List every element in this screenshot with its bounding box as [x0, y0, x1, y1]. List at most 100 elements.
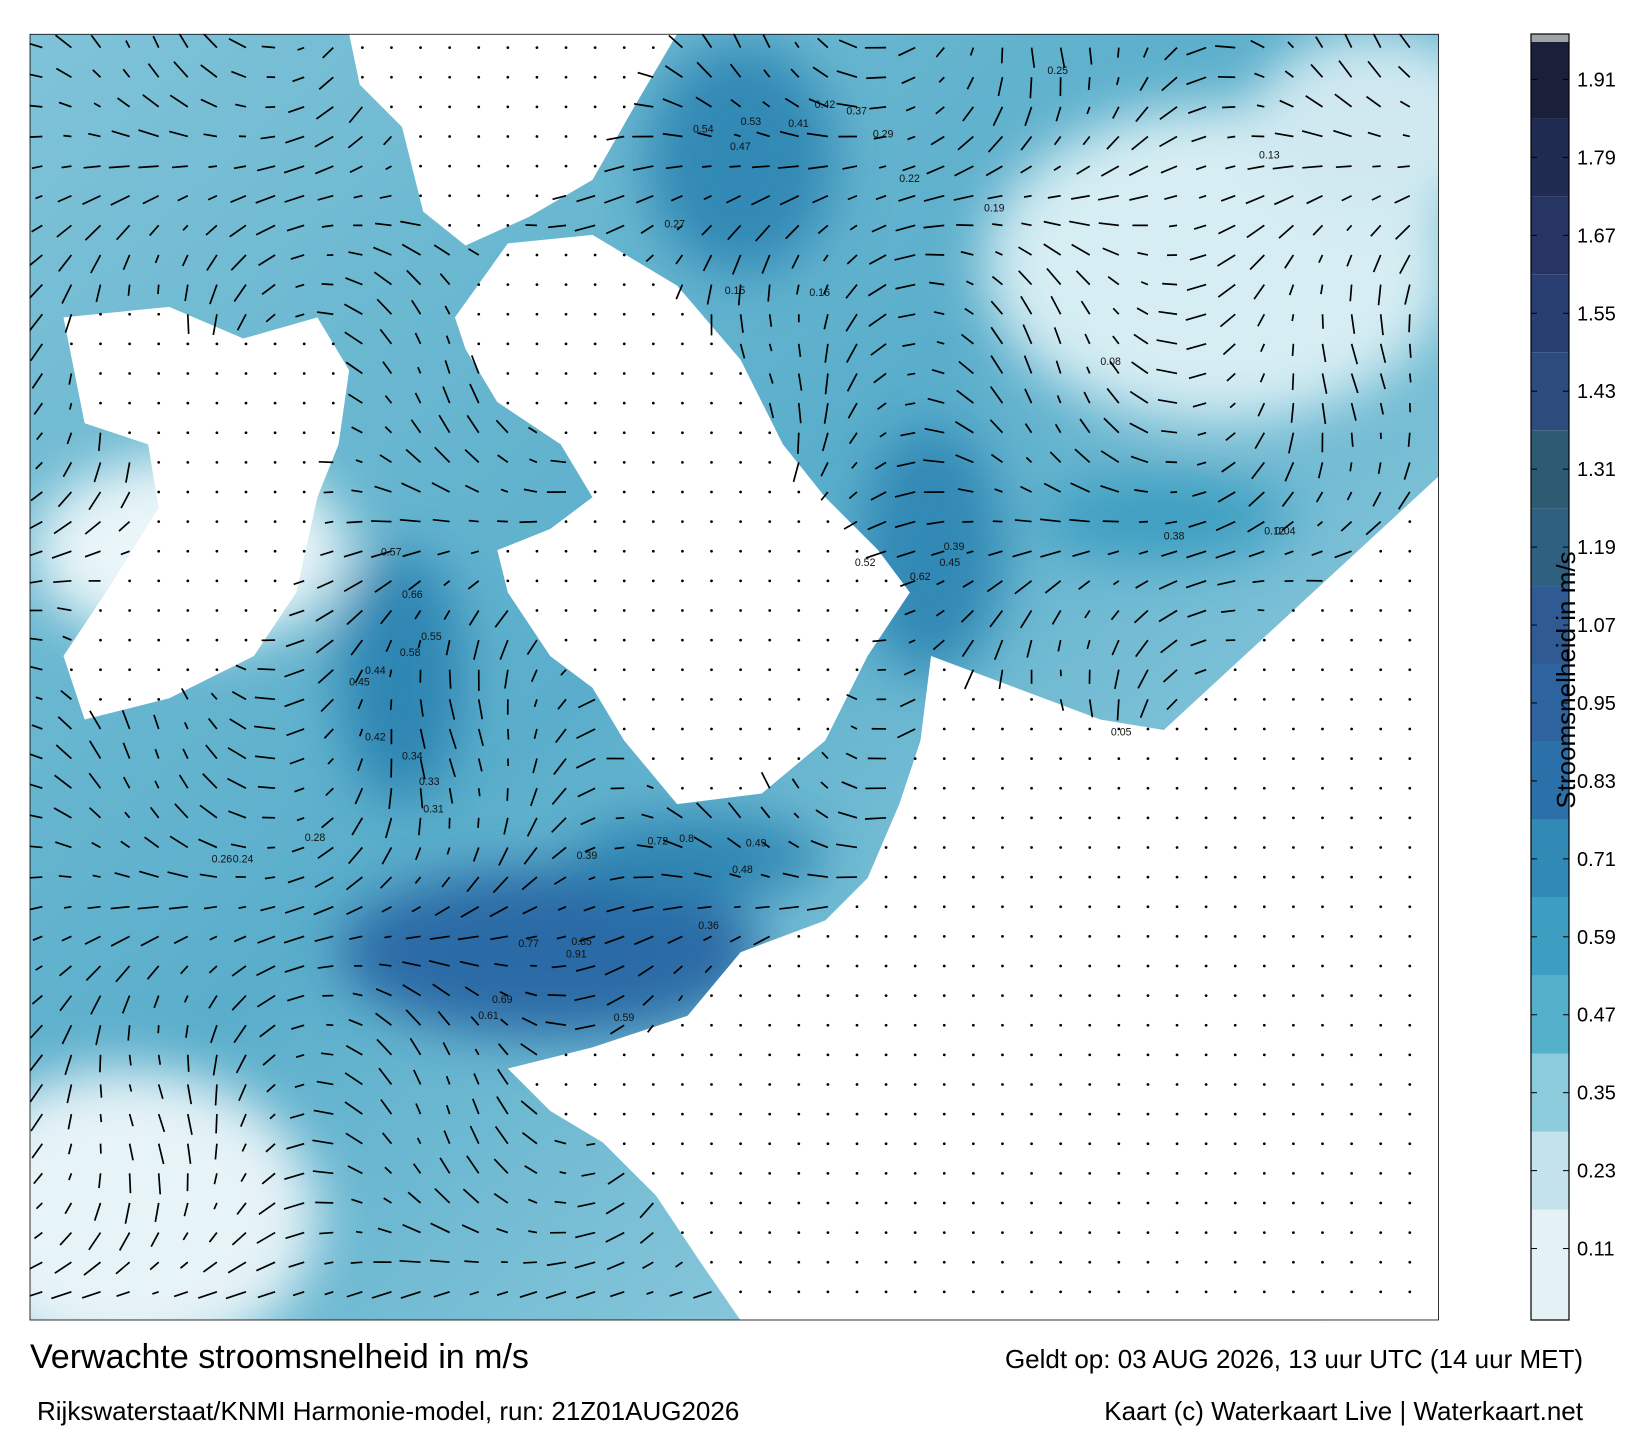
dot — [245, 579, 248, 582]
speed-label: 0.28 — [305, 832, 326, 844]
dot — [972, 1083, 975, 1086]
dot — [1030, 1172, 1033, 1175]
dot — [245, 342, 248, 345]
dot — [856, 905, 859, 908]
dot — [1147, 1142, 1150, 1145]
dot — [652, 461, 655, 464]
dot — [681, 609, 684, 612]
dot — [390, 76, 393, 79]
dot — [594, 402, 597, 405]
dot — [1379, 579, 1382, 582]
dot — [1350, 994, 1353, 997]
dot — [1234, 1142, 1237, 1145]
dot — [1234, 935, 1237, 938]
dot — [943, 1172, 946, 1175]
dot — [1379, 1172, 1382, 1175]
dot — [1117, 1024, 1120, 1027]
dot — [1117, 1172, 1120, 1175]
dot — [506, 342, 509, 345]
colorbar-tick-label: 0.47 — [1577, 1005, 1616, 1027]
dot — [1205, 905, 1208, 908]
dot — [797, 935, 800, 938]
dot — [827, 728, 830, 731]
dot — [1117, 1113, 1120, 1116]
speed-label: 0.13 — [1259, 150, 1280, 162]
dot — [1321, 698, 1324, 701]
dot — [885, 1142, 888, 1145]
dot — [1379, 816, 1382, 819]
dot — [972, 757, 975, 760]
dot — [972, 846, 975, 849]
dot — [536, 46, 539, 49]
dot — [885, 1172, 888, 1175]
dot — [216, 431, 219, 434]
dot — [768, 1231, 771, 1234]
speed-label: 0.33 — [419, 776, 440, 788]
dot — [1059, 965, 1062, 968]
dot — [1292, 935, 1295, 938]
dot — [1205, 698, 1208, 701]
colorbar-tick-label: 1.55 — [1577, 303, 1616, 325]
dot — [1350, 668, 1353, 671]
dot — [972, 1142, 975, 1145]
dot — [216, 579, 219, 582]
dot — [1263, 935, 1266, 938]
current-arrow — [262, 46, 275, 47]
current-arrow — [866, 77, 886, 78]
dot — [972, 935, 975, 938]
dot — [1001, 1024, 1004, 1027]
dot — [710, 372, 713, 375]
dot — [1147, 1172, 1150, 1175]
dot — [797, 757, 800, 760]
dot — [565, 550, 568, 553]
dot — [565, 372, 568, 375]
dot — [739, 787, 742, 790]
dot — [216, 461, 219, 464]
dot — [565, 254, 568, 257]
dot — [1408, 698, 1411, 701]
speed-label: 0.39 — [577, 850, 598, 862]
dot — [1176, 1202, 1179, 1205]
dot — [652, 1053, 655, 1056]
dot — [914, 1202, 917, 1205]
dot — [856, 1261, 859, 1264]
dot — [885, 1290, 888, 1293]
dot — [1088, 1231, 1091, 1234]
speed-label: 0.61 — [478, 1010, 499, 1022]
dot — [506, 550, 509, 553]
dot — [1234, 846, 1237, 849]
dot — [1147, 1290, 1150, 1293]
dot — [1059, 1083, 1062, 1086]
dot — [1147, 787, 1150, 790]
dot — [972, 1172, 975, 1175]
current-arrow — [615, 847, 625, 848]
dot — [739, 1024, 742, 1027]
dot — [1292, 668, 1295, 671]
speed-label: 0.8 — [679, 833, 694, 845]
dot — [477, 46, 480, 49]
dot — [1176, 1024, 1179, 1027]
dot — [768, 728, 771, 731]
dot — [186, 609, 189, 612]
dot — [1147, 1053, 1150, 1056]
dot — [1030, 1290, 1033, 1293]
dot — [914, 1290, 917, 1293]
dot — [768, 491, 771, 494]
dot — [216, 491, 219, 494]
speed-label: 0.22 — [899, 173, 920, 185]
dot — [1205, 1053, 1208, 1056]
dot — [536, 283, 539, 286]
dot — [1001, 876, 1004, 879]
dot — [972, 1231, 975, 1234]
dot — [536, 342, 539, 345]
dot — [1059, 1142, 1062, 1145]
dot — [1176, 935, 1179, 938]
dot — [506, 283, 509, 286]
dot — [1059, 1231, 1062, 1234]
speed-label: 0.25 — [1047, 65, 1068, 77]
dot — [274, 609, 277, 612]
dot — [157, 342, 160, 345]
dot — [1408, 1172, 1411, 1175]
dot — [157, 372, 160, 375]
dot — [1350, 757, 1353, 760]
